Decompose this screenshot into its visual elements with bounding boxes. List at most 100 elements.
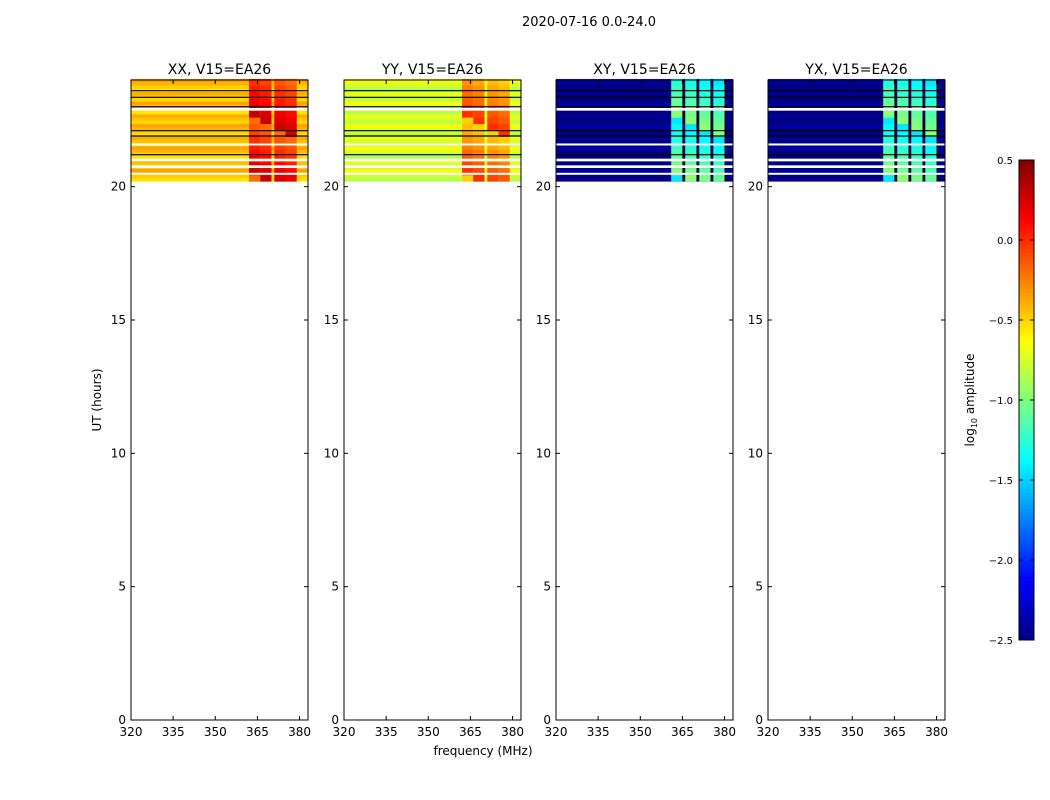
hot-band-cell <box>883 117 895 125</box>
heatmap-row <box>768 178 945 182</box>
heatmap-row <box>131 178 308 182</box>
colorbar-label-sub: 10 <box>970 418 979 428</box>
colorbar-step <box>1019 580 1034 585</box>
hot-band-cell <box>699 142 711 150</box>
hot-band-cell <box>498 142 510 150</box>
hot-band-cell <box>897 130 909 137</box>
heatmap-row <box>344 133 521 137</box>
hot-band-cell <box>260 136 272 144</box>
axes-frame <box>343 79 522 721</box>
hot-band-cell <box>713 91 725 99</box>
heatmap-row <box>556 155 733 160</box>
colorbar-step <box>1019 440 1034 445</box>
hot-band-cell <box>473 91 485 99</box>
heatmap-row <box>556 114 733 118</box>
heatmap-row <box>344 174 521 179</box>
colorbar-step <box>1019 424 1034 429</box>
heatmap-row <box>131 91 308 96</box>
hot-band-cell <box>274 168 286 176</box>
heatmap-row <box>131 136 308 141</box>
colorbar-step <box>1019 564 1034 569</box>
heatmap-row <box>344 155 521 160</box>
hot-band-cell <box>285 104 297 112</box>
hot-band-cell <box>285 98 297 105</box>
hot-band-cell <box>897 98 909 105</box>
colorbar-step <box>1019 376 1034 381</box>
hot-band-cell <box>911 104 923 112</box>
panel-2: YY, V15=EA26 320 335 350 365 380 0 5 10 15 20 <box>324 62 524 739</box>
hot-band-cell <box>897 142 909 150</box>
colorbar-step <box>1019 596 1034 601</box>
hot-band-cell <box>249 117 261 125</box>
colorbar-step <box>1019 628 1034 633</box>
heatmap-row <box>131 94 308 99</box>
x-tick-label: 380 <box>288 725 311 739</box>
heatmap-row <box>556 117 733 121</box>
hot-band-cell <box>462 91 474 99</box>
heatmap-row <box>131 120 308 125</box>
colorbar-step <box>1019 216 1034 221</box>
y-tick-label: 15 <box>748 313 763 327</box>
hot-band-cell <box>498 123 510 131</box>
colorbar-tick-label: −0.5 <box>989 316 1013 327</box>
colorbar-step <box>1019 172 1034 177</box>
hot-band-cell <box>685 130 697 137</box>
colorbar-step <box>1019 284 1034 289</box>
hot-band-cell <box>883 142 895 150</box>
colorbar-step <box>1019 168 1034 173</box>
shared-ylabel: UT (hours) <box>90 368 104 431</box>
colorbar-step <box>1019 456 1034 461</box>
colorbar-label-rest: amplitude <box>963 354 977 418</box>
colorbar-step <box>1019 184 1034 189</box>
hot-band-cell <box>671 142 683 150</box>
hot-band-cell <box>498 174 510 182</box>
hot-band-cell <box>487 91 499 99</box>
hot-band-cell <box>671 98 683 105</box>
hot-band-cell <box>260 168 272 176</box>
heatmap-row <box>556 82 733 86</box>
heatmap-row <box>768 110 945 115</box>
colorbar-step <box>1019 228 1034 233</box>
colorbar-step <box>1019 604 1034 609</box>
hot-band-cell <box>911 117 923 125</box>
colorbar-step <box>1019 256 1034 261</box>
heatmap-row <box>556 133 733 137</box>
hot-band-cell <box>699 104 711 112</box>
hot-band-cell <box>462 123 474 131</box>
colorbar-step <box>1019 556 1034 561</box>
heatmap-row <box>344 149 521 153</box>
colorbar-step <box>1019 432 1034 437</box>
hot-band-cell <box>713 78 725 86</box>
colorbar-step <box>1019 196 1034 201</box>
hot-band-cell <box>462 168 474 176</box>
x-tick-label: 320 <box>120 725 143 739</box>
x-tick-label: 335 <box>799 725 822 739</box>
hot-band-cell <box>462 130 474 137</box>
hot-band-cell <box>671 78 683 86</box>
x-tick-label: 335 <box>587 725 610 739</box>
hot-band-cell <box>487 136 499 144</box>
hot-band-cell <box>685 117 697 125</box>
heatmap-row <box>131 130 308 134</box>
colorbar-step <box>1019 328 1034 333</box>
colorbar-step <box>1019 224 1034 229</box>
hot-band-cell <box>897 91 909 99</box>
colorbar-step <box>1019 308 1034 313</box>
heatmap-row <box>556 123 733 128</box>
hot-band-cell <box>260 117 272 125</box>
hot-band-cell <box>671 91 683 99</box>
colorbar-step <box>1019 244 1034 249</box>
hot-band-cell <box>487 98 499 105</box>
colorbar-step <box>1019 160 1034 165</box>
y-tick-label: 15 <box>536 313 551 327</box>
hot-band-cell <box>473 142 485 150</box>
hot-band-cell <box>462 85 474 93</box>
heatmap-row <box>556 98 733 102</box>
heatmap-row <box>344 101 521 105</box>
hot-band-cell <box>925 117 937 125</box>
heatmap-row <box>344 110 521 115</box>
y-tick-label: 0 <box>543 713 551 727</box>
heatmap-row <box>131 155 308 160</box>
hot-band-cell <box>671 110 683 118</box>
heatmap-row <box>556 94 733 99</box>
